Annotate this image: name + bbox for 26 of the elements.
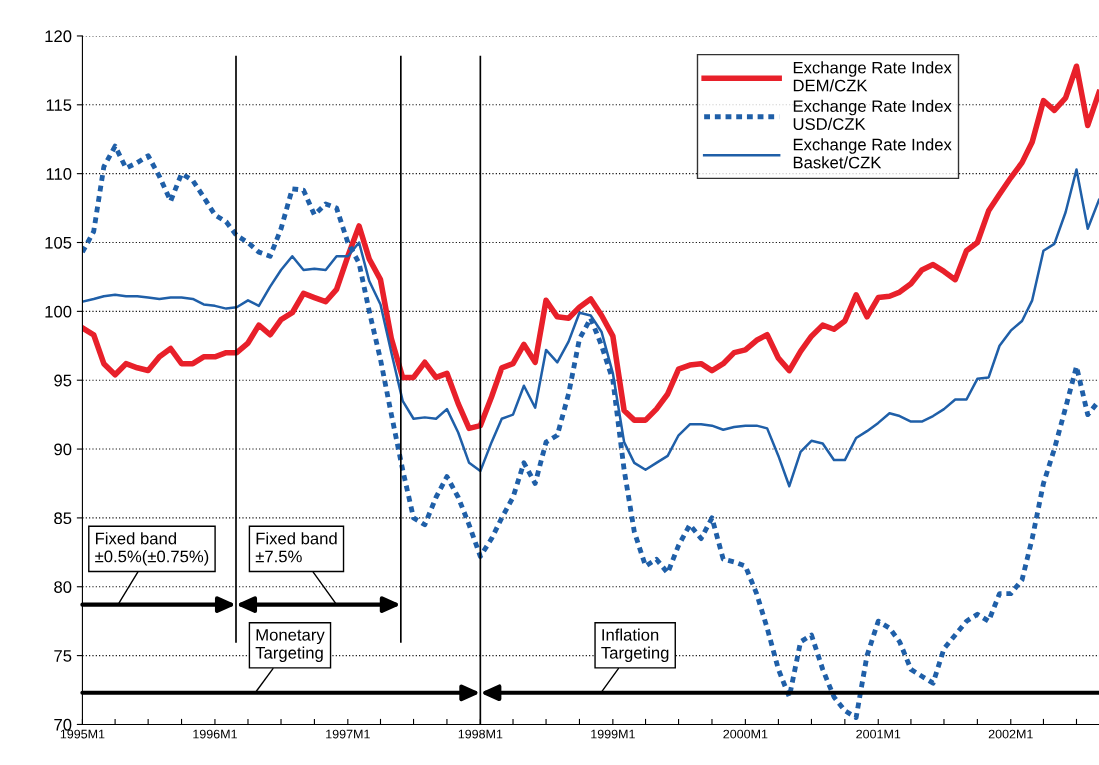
y-tick-label: 105	[45, 236, 72, 249]
y-tick-label: 80	[54, 581, 72, 593]
y-tick-label: 85	[54, 512, 72, 525]
legend-label: Exchange Rate Index Basket/CZK	[793, 138, 952, 169]
legend-label: Exchange Rate Index DEM/CZK	[793, 61, 952, 92]
annotation: Inflation Targeting	[601, 628, 669, 663]
x-tick-label: 1999M1	[591, 729, 635, 739]
annotation: Monetary Targeting	[255, 629, 325, 663]
y-tick-label: 100	[45, 305, 72, 318]
legend-label: Exchange Rate Index USD/CZK	[793, 99, 952, 130]
annotation: Fixed band ±0.5%(±0.75%)	[95, 532, 209, 566]
x-tick-label: 2002M1	[988, 729, 1033, 739]
annotation: Fixed band ±7.5%	[255, 532, 337, 563]
x-tick-label: 2000M1	[723, 729, 768, 739]
x-tick-label: 1997M1	[326, 729, 370, 739]
y-tick-label: 115	[46, 99, 72, 112]
y-tick-label: 70	[54, 718, 72, 731]
y-tick-label: 95	[54, 374, 72, 387]
y-tick-label: 110	[46, 168, 72, 180]
x-tick-label: 2001M1	[856, 729, 901, 739]
y-tick-label: 75	[54, 650, 72, 662]
x-tick-label: 1996M1	[193, 729, 237, 739]
y-tick-label: 90	[54, 443, 72, 456]
y-tick-label: 120	[45, 30, 72, 43]
x-tick-label: 1995M1	[60, 729, 105, 739]
x-tick-label: 1998M1	[458, 729, 503, 739]
